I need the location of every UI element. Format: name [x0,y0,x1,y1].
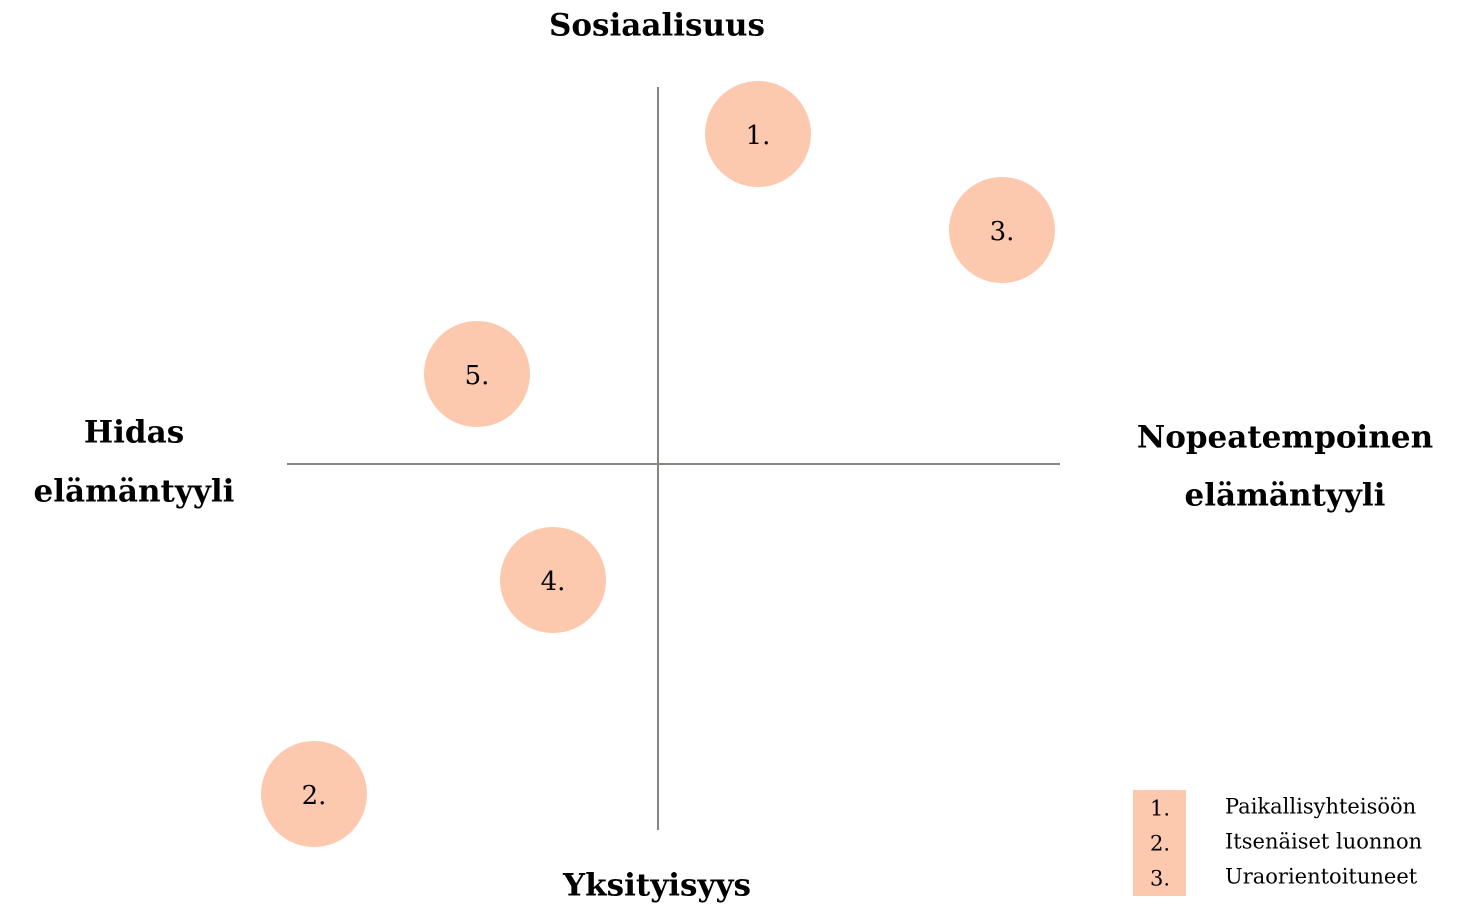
right-label: Nopeatempoinen [1137,420,1433,456]
legend-number: 1. [1150,797,1170,821]
point-label: 2. [302,781,327,811]
point-label: 3. [990,217,1015,247]
point-label: 5. [465,361,490,391]
point-circle [424,321,530,427]
point-circle [705,81,811,187]
legend-text: Paikallisyhteisöön [1225,795,1416,819]
right-label: elämäntyyli [1185,478,1386,514]
legend-number: 3. [1150,867,1170,891]
points: 1. 3. 5. 4. 2. [261,81,1055,847]
point-label: 4. [541,567,566,597]
legend-number-bg [1133,790,1186,826]
top-label: Sosiaalisuus [549,8,765,44]
point-label: 1. [746,121,771,151]
bottom-label: Yksityisyys [562,868,751,904]
legend: 1. Paikallisyhteisöön 2. Itsenäiset luonnon… [1133,790,1422,896]
left-label: elämäntyyli [34,474,235,510]
legend-text: Uraorientoituneet [1225,865,1418,889]
point-circle [500,527,606,633]
left-label: Hidas [84,415,184,451]
legend-text: Itsenäiset luonnon [1225,830,1422,854]
legend-number-bg [1133,825,1186,861]
point-circle [261,741,367,847]
legend-number-bg [1133,860,1186,896]
point-circle [949,177,1055,283]
legend-number: 2. [1150,832,1170,856]
